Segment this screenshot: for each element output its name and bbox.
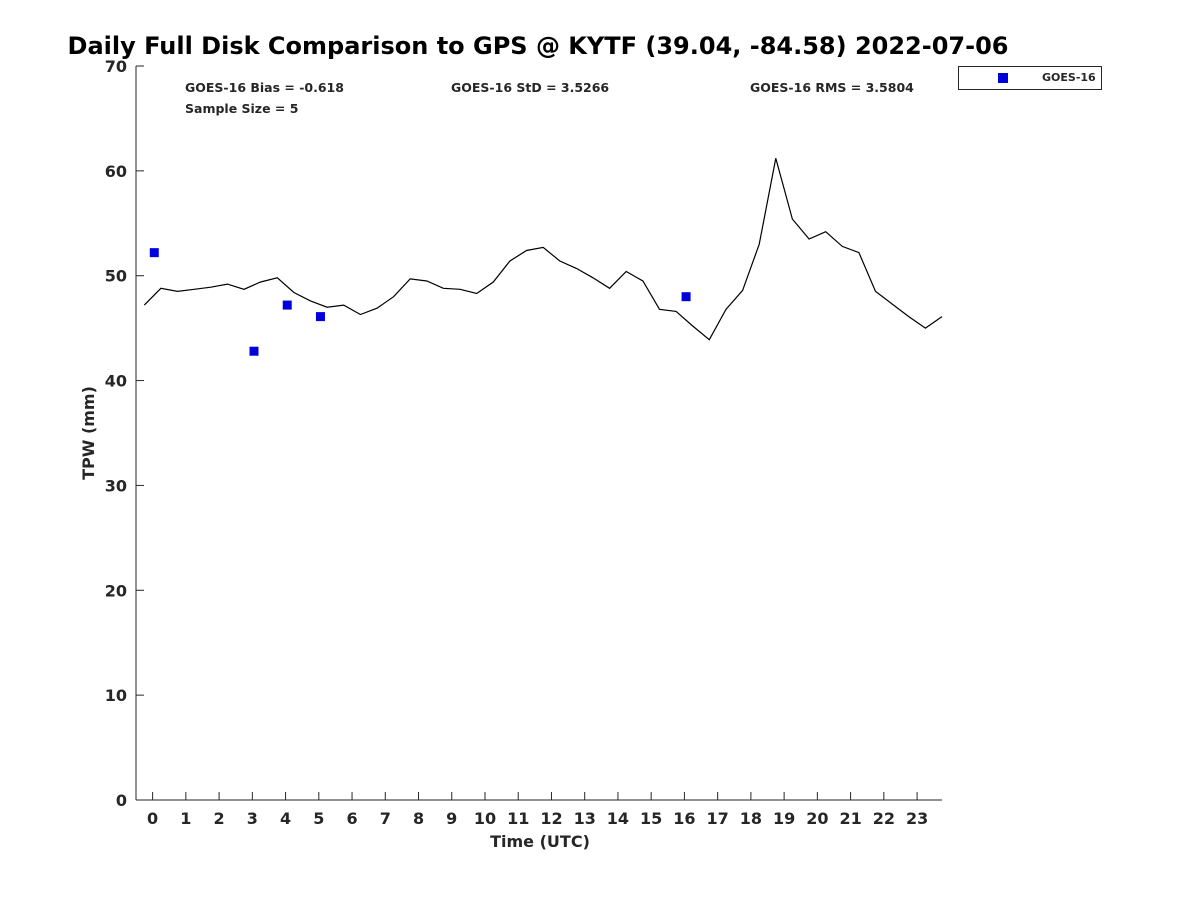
x-tick-label: 7 <box>380 809 391 828</box>
x-tick-label: 3 <box>247 809 258 828</box>
goes16-point <box>249 346 259 356</box>
y-tick-label: 50 <box>105 267 127 286</box>
x-tick-label: 10 <box>474 809 496 828</box>
x-tick-label: 6 <box>346 809 357 828</box>
x-tick-label: 13 <box>574 809 596 828</box>
y-tick-label: 40 <box>105 372 127 391</box>
legend-box <box>958 66 1102 90</box>
y-tick-label: 10 <box>105 686 127 705</box>
x-tick-label: 19 <box>773 809 795 828</box>
legend-marker <box>998 73 1008 83</box>
x-axis-label: Time (UTC) <box>490 832 590 851</box>
x-tick-label: 5 <box>313 809 324 828</box>
bias-stat: GOES-16 Bias = -0.618 <box>185 80 344 95</box>
rms-stat: GOES-16 RMS = 3.5804 <box>750 80 914 95</box>
x-tick-label: 17 <box>707 809 729 828</box>
x-tick-label: 12 <box>540 809 562 828</box>
x-tick-label: 22 <box>873 809 895 828</box>
y-tick-label: 70 <box>105 57 127 76</box>
x-tick-label: 16 <box>673 809 695 828</box>
sample-size-stat: Sample Size = 5 <box>185 101 298 116</box>
std-stat: GOES-16 StD = 3.5266 <box>451 80 609 95</box>
chart-title: Daily Full Disk Comparison to GPS @ KYTF… <box>68 32 1009 60</box>
x-tick-label: 11 <box>507 809 529 828</box>
goes16-point <box>681 292 691 302</box>
x-tick-label: 18 <box>740 809 762 828</box>
y-tick-label: 60 <box>105 162 127 181</box>
x-tick-label: 4 <box>280 809 291 828</box>
y-tick-label: 30 <box>105 476 127 495</box>
y-tick-label: 0 <box>116 791 127 810</box>
x-tick-label: 15 <box>640 809 662 828</box>
legend: GOES-16 <box>958 66 1102 90</box>
x-tick-label: 14 <box>607 809 629 828</box>
legend-label: GOES-16 <box>1042 71 1096 84</box>
x-tick-label: 8 <box>413 809 424 828</box>
x-tick-label: 23 <box>906 809 928 828</box>
x-tick-label: 21 <box>839 809 861 828</box>
y-tick-label: 20 <box>105 581 127 600</box>
goes16-point <box>282 300 292 310</box>
x-tick-label: 9 <box>446 809 457 828</box>
goes16-point <box>149 248 159 258</box>
x-tick-label: 2 <box>214 809 225 828</box>
x-tick-label: 20 <box>806 809 828 828</box>
gps-series-line <box>143 158 943 341</box>
x-tick-label: 0 <box>147 809 158 828</box>
x-tick-label: 1 <box>180 809 191 828</box>
y-axis-label: TPW (mm) <box>79 386 98 480</box>
goes16-point <box>315 312 325 322</box>
